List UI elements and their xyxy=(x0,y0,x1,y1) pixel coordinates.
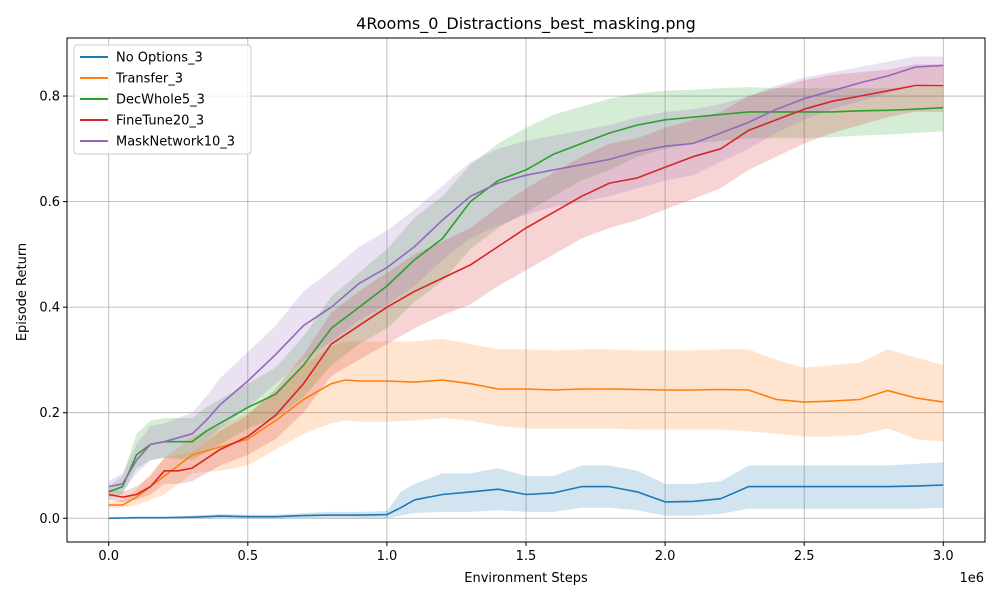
y-tick-label-2: 0.4 xyxy=(39,301,60,316)
x-tick-label-5: 2.5 xyxy=(794,549,815,564)
legend-label-0: No Options_3 xyxy=(116,51,203,66)
y-axis-label: Episode Return xyxy=(15,243,30,341)
y-tick-label-3: 0.6 xyxy=(39,195,60,210)
chart-title: 4Rooms_0_Distractions_best_masking.png xyxy=(356,14,696,34)
y-tick-label-4: 0.8 xyxy=(39,90,60,105)
legend: No Options_3 Transfer_3 DecWhole5_3 FineTun… xyxy=(74,45,251,154)
y-tick-label-1: 0.2 xyxy=(39,406,60,421)
x-tick-label-3: 1.5 xyxy=(516,549,537,564)
x-tick-label-1: 0.5 xyxy=(237,549,258,564)
y-tick-label-0: 0.0 xyxy=(39,512,60,527)
x-tick-label-6: 3.0 xyxy=(933,549,954,564)
legend-label-3: FineTune20_3 xyxy=(116,114,204,129)
legend-label-2: DecWhole5_3 xyxy=(116,93,205,108)
legend-label-4: MaskNetwork10_3 xyxy=(116,135,235,150)
x-axis-label: Environment Steps xyxy=(464,571,588,586)
x-tick-label-2: 1.0 xyxy=(377,549,398,564)
x-tick-label-4: 2.0 xyxy=(655,549,676,564)
x-axis-offset-text: 1e6 xyxy=(959,571,984,586)
x-tick-label-0: 0.0 xyxy=(98,549,119,564)
legend-label-1: Transfer_3 xyxy=(115,72,183,87)
